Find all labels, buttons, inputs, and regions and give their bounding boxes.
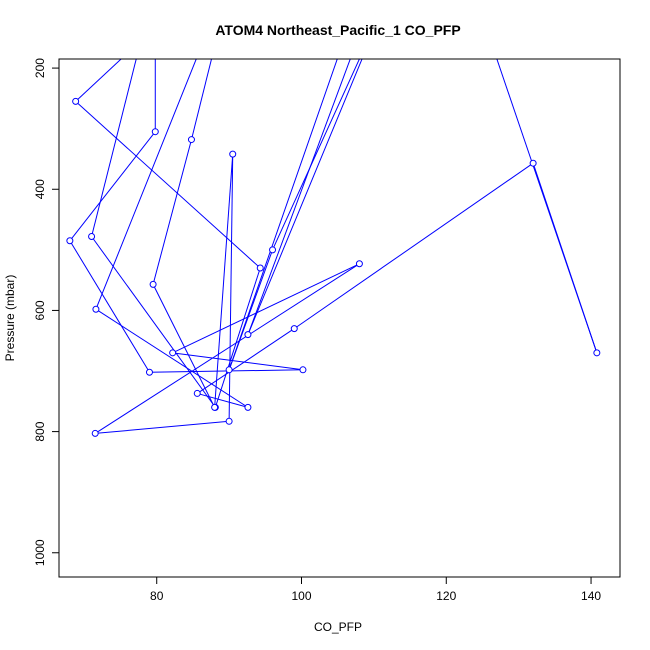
- data-point: [299, 366, 307, 374]
- data-point: [193, 389, 201, 397]
- plot-frame: [58, 58, 621, 578]
- series-line-segment: [69, 131, 156, 242]
- series-line-segment: [172, 352, 304, 371]
- x-axis: 80 100 120 140: [150, 576, 601, 603]
- series-line-segment: [214, 154, 234, 408]
- data-point: [66, 237, 74, 245]
- data-point: [229, 150, 237, 158]
- data-point: [211, 403, 219, 411]
- y-axis: 200 400 600 800 1000: [33, 58, 60, 566]
- data-point: [256, 264, 264, 272]
- chart-title: ATOM4 Northeast_Pacific_1 CO_PFP: [215, 22, 460, 38]
- x-axis-label: CO_PFP: [314, 620, 362, 634]
- x-tick-label: 120: [436, 589, 456, 603]
- data-point: [72, 97, 80, 105]
- series-line-segment: [196, 328, 295, 394]
- series-line-segment: [293, 162, 534, 330]
- series-line-segment: [75, 59, 122, 102]
- series-line-segment: [94, 263, 360, 434]
- x-tick-label: 100: [291, 589, 311, 603]
- data-point: [593, 349, 601, 357]
- data-point: [151, 128, 159, 136]
- data-point: [244, 331, 252, 339]
- y-tick-label: 800: [33, 421, 47, 441]
- data-point: [269, 246, 277, 254]
- series-line-segment: [152, 139, 192, 285]
- series-line-segment: [496, 59, 598, 353]
- series-line-segment: [172, 263, 360, 354]
- data-point: [225, 366, 233, 374]
- data-point: [145, 368, 153, 376]
- y-tick-label: 1000: [33, 539, 47, 566]
- y-tick-label: 600: [33, 300, 47, 320]
- series-line-segment: [247, 59, 363, 335]
- series-line-segment: [75, 101, 261, 269]
- y-axis-label: Pressure (mbar): [3, 275, 17, 362]
- series-line-segment: [95, 420, 230, 434]
- plot-content: [66, 59, 601, 437]
- data-point: [529, 159, 537, 167]
- data-point: [91, 429, 99, 437]
- series-line-segment: [214, 267, 261, 408]
- data-point: [149, 280, 157, 288]
- series-line-segment: [91, 236, 216, 408]
- series-line-segment: [228, 249, 274, 370]
- series-line-segment: [272, 59, 360, 251]
- series-line-segment: [247, 59, 351, 335]
- series-line-segment: [228, 154, 234, 422]
- data-point: [244, 403, 252, 411]
- series-line-segment: [95, 59, 197, 310]
- data-point: [225, 417, 233, 425]
- data-point: [290, 325, 298, 333]
- data-point: [169, 349, 177, 357]
- x-tick-label: 140: [581, 589, 601, 603]
- series-line-segment: [190, 59, 213, 140]
- data-point: [355, 260, 363, 268]
- series-line-segment: [197, 392, 249, 408]
- data-point: [88, 233, 96, 241]
- series-line-segment: [69, 240, 150, 373]
- y-tick-label: 200: [33, 58, 47, 78]
- series-line-segment: [228, 59, 338, 370]
- series-line-segment: [95, 308, 249, 408]
- data-point: [92, 305, 100, 313]
- series-line-segment: [152, 284, 216, 408]
- y-tick-label: 400: [33, 179, 47, 199]
- series-line-segment: [91, 59, 137, 237]
- data-point: [187, 136, 195, 144]
- x-tick-label: 80: [150, 589, 164, 603]
